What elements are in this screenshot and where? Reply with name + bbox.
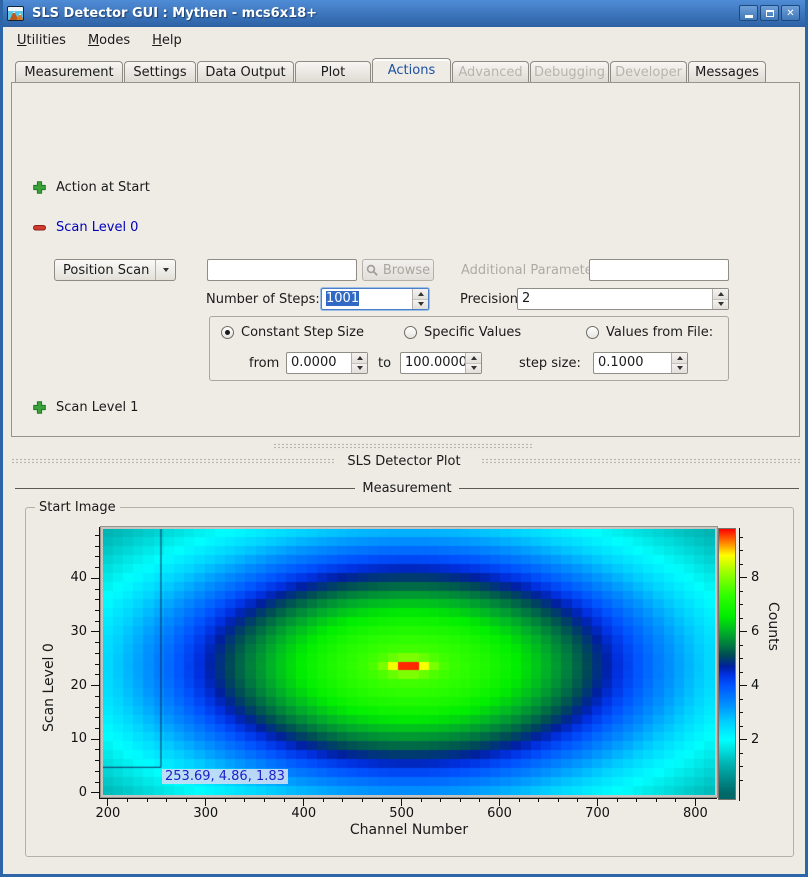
start-image-title: Start Image xyxy=(35,500,120,515)
constant-step-size-radio[interactable] xyxy=(221,326,234,339)
menu-help[interactable]: Help xyxy=(149,31,185,50)
app-window: SLS Detector GUI : Mythen - mcs6x18+ ✕ U… xyxy=(0,0,808,877)
action-before-frame-label: Action before each Frame xyxy=(56,435,223,437)
step-size-value: 0.1000 xyxy=(594,353,671,373)
action-before-frame-row[interactable]: Action before each Frame xyxy=(32,435,223,437)
heatmap-canvas[interactable] xyxy=(103,529,715,795)
tab-data-output[interactable]: Data Output xyxy=(197,61,294,82)
collapse-minus-icon[interactable] xyxy=(32,220,47,235)
from-label: from xyxy=(249,356,279,371)
action-at-start-label: Action at Start xyxy=(56,180,150,195)
from-spinbox[interactable]: 0.0000 xyxy=(286,352,368,374)
menu-bar: Utilities Modes Help xyxy=(3,27,805,53)
tab-developer: Developer xyxy=(610,61,687,82)
step-size-spinbox[interactable]: 0.1000 xyxy=(593,352,688,374)
y-axis-title: Scan Level 0 xyxy=(41,592,57,732)
close-button[interactable]: ✕ xyxy=(781,5,800,21)
scan-mode-combobox[interactable]: Position Scan xyxy=(54,259,176,281)
action-at-start-row[interactable]: Action at Start xyxy=(32,180,150,195)
y-tick-label: 30 xyxy=(57,624,87,639)
magnifier-icon xyxy=(366,264,379,277)
expand-plus-icon[interactable] xyxy=(32,400,47,415)
to-spinbox[interactable]: 100.0000 xyxy=(400,352,482,374)
tab-messages[interactable]: Messages xyxy=(688,61,766,82)
minimize-icon xyxy=(745,15,753,18)
tab-bar: Measurement Settings Data Output Plot Ac… xyxy=(15,58,767,82)
browse-button: Browse xyxy=(362,259,434,281)
actions-tab-pane: Action at Start Scan Level 0 Position Sc… xyxy=(11,82,800,437)
measurement-groupbox-header: Measurement xyxy=(15,481,799,496)
y-tick-label: 20 xyxy=(57,678,87,693)
values-from-file-radio[interactable] xyxy=(586,326,599,339)
number-of-steps-label: Number of Steps: xyxy=(206,292,320,307)
steps-value: 1001 xyxy=(326,291,359,306)
menu-utilities[interactable]: Utilities xyxy=(14,31,69,50)
colorbar xyxy=(718,528,736,800)
specific-values-label: Specific Values xyxy=(424,325,521,340)
x-tick-label: 600 xyxy=(478,806,522,821)
splitter-handle[interactable] xyxy=(273,443,533,449)
tab-advanced: Advanced xyxy=(452,61,529,82)
precision-spin-buttons[interactable] xyxy=(712,289,728,309)
from-value: 0.0000 xyxy=(287,353,351,373)
x-tick-label: 800 xyxy=(673,806,717,821)
combo-arrow-button[interactable] xyxy=(155,260,175,280)
colorbar-axis-title: Counts xyxy=(765,602,781,712)
colorbar-tick-label: 8 xyxy=(751,570,775,585)
from-spin-buttons[interactable] xyxy=(351,353,367,373)
number-of-steps-spinbox[interactable]: 1001 xyxy=(321,288,429,310)
y-tick-label: 0 xyxy=(57,785,87,800)
scan-level-1-label: Scan Level 1 xyxy=(56,400,138,415)
expand-plus-icon[interactable] xyxy=(32,180,47,195)
x-tick-label: 300 xyxy=(184,806,228,821)
step-size-label: step size: xyxy=(519,356,581,371)
chevron-down-icon xyxy=(163,268,169,272)
to-value: 100.0000 xyxy=(401,353,465,373)
steps-spin-buttons[interactable] xyxy=(412,289,428,309)
maximize-icon xyxy=(766,10,774,17)
additional-parameter-input[interactable] xyxy=(589,259,729,281)
y-tick-label: 10 xyxy=(57,731,87,746)
scan-level-0-label: Scan Level 0 xyxy=(56,220,138,235)
to-spin-buttons[interactable] xyxy=(465,353,481,373)
x-tick-label: 700 xyxy=(575,806,619,821)
window-title: SLS Detector GUI : Mythen - mcs6x18+ xyxy=(32,6,317,21)
tab-settings[interactable]: Settings xyxy=(124,61,196,82)
x-tick-label: 400 xyxy=(282,806,326,821)
precision-spinbox[interactable]: 2 xyxy=(517,288,729,310)
title-bar[interactable]: SLS Detector GUI : Mythen - mcs6x18+ ✕ xyxy=(0,0,808,27)
tab-debugging: Debugging xyxy=(530,61,609,82)
close-icon: ✕ xyxy=(786,8,794,19)
maximize-button[interactable] xyxy=(760,5,779,21)
x-tick-label: 500 xyxy=(380,806,424,821)
tab-plot[interactable]: Plot xyxy=(295,61,371,82)
tab-actions[interactable]: Actions xyxy=(372,58,451,82)
precision-label: Precision: xyxy=(460,292,522,307)
minimize-button[interactable] xyxy=(739,5,758,21)
plot-dock-title: SLS Detector Plot xyxy=(3,454,805,469)
constant-step-size-label: Constant Step Size xyxy=(241,325,364,340)
to-label: to xyxy=(378,356,391,371)
expand-plus-icon[interactable] xyxy=(32,435,47,437)
menu-modes[interactable]: Modes xyxy=(85,31,133,50)
y-tick-label: 40 xyxy=(57,570,87,585)
scan-level-1-row[interactable]: Scan Level 1 xyxy=(32,400,138,415)
colorbar-tick-label: 2 xyxy=(751,732,775,747)
scan-level-0-row[interactable]: Scan Level 0 xyxy=(32,220,138,235)
scan-mode-value: Position Scan xyxy=(55,263,155,278)
tab-measurement[interactable]: Measurement xyxy=(15,61,123,82)
measurement-title: Measurement xyxy=(355,481,458,496)
specific-values-radio[interactable] xyxy=(404,326,417,339)
precision-value: 2 xyxy=(518,289,712,309)
cursor-position-readout: 253.69, 4.86, 1.83 xyxy=(162,769,288,784)
x-tick-label: 200 xyxy=(86,806,130,821)
app-logo-icon xyxy=(7,6,24,21)
x-axis-title: Channel Number xyxy=(109,822,709,838)
scan-script-input[interactable] xyxy=(207,259,357,281)
additional-parameter-label: Additional Parameter: xyxy=(461,263,602,278)
values-from-file-label: Values from File: xyxy=(606,325,713,340)
step-size-spin-buttons[interactable] xyxy=(671,353,687,373)
